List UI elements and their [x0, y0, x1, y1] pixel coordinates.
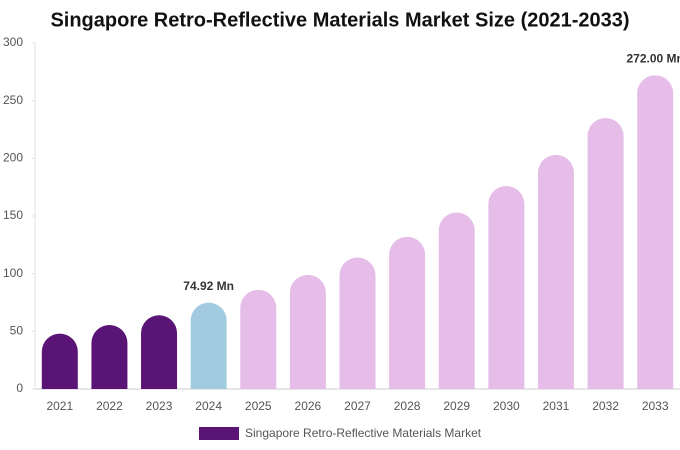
bar — [488, 186, 525, 389]
y-tick-label: 50 — [10, 324, 24, 338]
x-tick-label: 2021 — [46, 399, 73, 413]
bar — [438, 212, 475, 389]
x-tick-label: 2028 — [394, 399, 421, 413]
y-tick-label: 100 — [3, 266, 23, 280]
legend-swatch — [199, 427, 239, 440]
x-tick-label: 2029 — [443, 399, 470, 413]
value-label: 272.00 Mn — [627, 51, 680, 65]
y-tick-label: 250 — [3, 93, 23, 107]
legend-label: Singapore Retro-Reflective Materials Mar… — [245, 426, 482, 440]
x-tick-label: 2030 — [493, 399, 520, 413]
value-label: 74.92 Mn — [183, 279, 234, 293]
bar — [389, 236, 426, 389]
y-tick-label: 300 — [3, 35, 23, 49]
x-tick-label: 2025 — [245, 399, 272, 413]
bar — [587, 117, 624, 389]
bar — [41, 333, 78, 389]
x-tick-label: 2027 — [344, 399, 371, 413]
bar — [339, 257, 376, 389]
bar — [91, 324, 128, 389]
y-tick-label: 0 — [16, 381, 23, 395]
x-tick-label: 2024 — [195, 399, 222, 413]
x-tick-label: 2022 — [96, 399, 123, 413]
bar — [141, 315, 178, 389]
bar — [537, 154, 574, 389]
y-tick-label: 150 — [3, 208, 23, 222]
chart-title: Singapore Retro-Reflective Materials Mar… — [50, 9, 629, 31]
bar — [240, 289, 277, 389]
bar — [637, 75, 674, 389]
x-tick-label: 2033 — [642, 399, 669, 413]
x-tick-label: 2031 — [543, 399, 570, 413]
x-tick-label: 2023 — [146, 399, 173, 413]
x-tick-label: 2026 — [295, 399, 322, 413]
bar — [190, 302, 227, 389]
y-tick-label: 200 — [3, 151, 23, 165]
bar — [289, 274, 326, 389]
x-tick-label: 2032 — [592, 399, 619, 413]
